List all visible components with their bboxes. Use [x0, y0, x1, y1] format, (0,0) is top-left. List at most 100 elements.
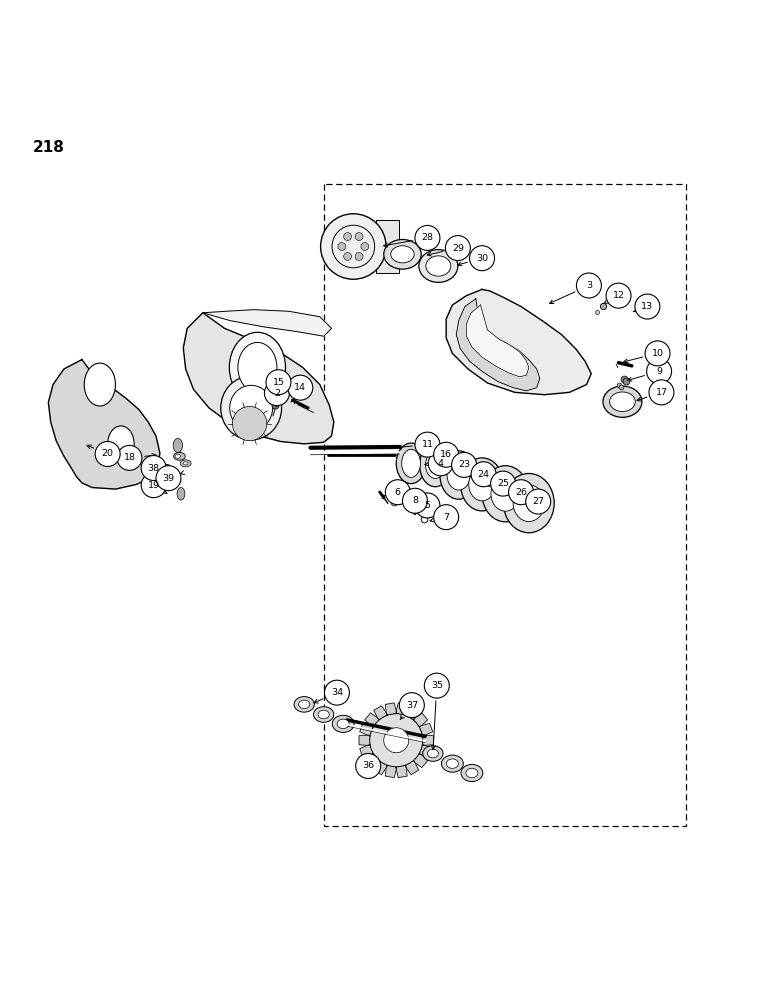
- Text: 25: 25: [497, 479, 509, 488]
- Text: 13: 13: [641, 302, 654, 311]
- Ellipse shape: [229, 385, 273, 431]
- Circle shape: [491, 471, 516, 496]
- Circle shape: [264, 381, 289, 406]
- Circle shape: [324, 680, 349, 705]
- Circle shape: [156, 466, 181, 491]
- Text: 39: 39: [162, 474, 175, 483]
- Circle shape: [470, 246, 495, 271]
- Polygon shape: [203, 310, 332, 336]
- Circle shape: [141, 473, 166, 498]
- Text: 7: 7: [443, 513, 449, 522]
- Text: 28: 28: [421, 233, 434, 242]
- Ellipse shape: [294, 697, 314, 712]
- Text: 14: 14: [294, 383, 307, 392]
- Ellipse shape: [332, 715, 354, 732]
- Ellipse shape: [384, 239, 421, 269]
- Ellipse shape: [469, 468, 495, 501]
- Circle shape: [232, 406, 267, 441]
- Circle shape: [424, 673, 449, 698]
- Circle shape: [434, 442, 459, 467]
- Circle shape: [645, 341, 670, 366]
- Circle shape: [471, 462, 496, 487]
- Polygon shape: [359, 735, 370, 746]
- Ellipse shape: [423, 746, 443, 761]
- Polygon shape: [365, 753, 380, 768]
- Circle shape: [526, 489, 551, 514]
- Text: 12: 12: [612, 291, 625, 300]
- Polygon shape: [374, 760, 388, 775]
- Text: 15: 15: [272, 378, 285, 387]
- Ellipse shape: [419, 250, 458, 282]
- Polygon shape: [365, 713, 380, 728]
- Circle shape: [428, 451, 453, 476]
- Text: 26: 26: [515, 488, 527, 497]
- Circle shape: [356, 754, 381, 778]
- Ellipse shape: [466, 768, 478, 778]
- Ellipse shape: [221, 376, 282, 440]
- Polygon shape: [413, 753, 427, 768]
- Ellipse shape: [314, 707, 334, 722]
- Polygon shape: [385, 765, 397, 778]
- Circle shape: [606, 283, 631, 308]
- Circle shape: [509, 480, 534, 505]
- Ellipse shape: [396, 443, 426, 484]
- Circle shape: [647, 359, 672, 384]
- Polygon shape: [419, 723, 433, 736]
- Text: 19: 19: [147, 481, 160, 490]
- Text: 29: 29: [452, 244, 464, 253]
- Text: 3: 3: [586, 281, 592, 290]
- Polygon shape: [395, 703, 407, 716]
- Circle shape: [95, 442, 120, 466]
- Ellipse shape: [238, 342, 277, 392]
- Text: 23: 23: [458, 460, 470, 469]
- Text: 27: 27: [532, 497, 544, 506]
- Ellipse shape: [426, 451, 445, 478]
- Polygon shape: [413, 713, 427, 728]
- Ellipse shape: [84, 363, 115, 406]
- Polygon shape: [183, 313, 334, 444]
- Polygon shape: [48, 360, 160, 489]
- Ellipse shape: [183, 462, 188, 465]
- Polygon shape: [405, 706, 419, 720]
- Circle shape: [385, 480, 410, 505]
- Circle shape: [434, 505, 459, 530]
- Circle shape: [370, 714, 423, 767]
- Circle shape: [361, 243, 369, 250]
- Ellipse shape: [610, 392, 636, 411]
- Circle shape: [576, 273, 601, 298]
- Ellipse shape: [447, 460, 470, 490]
- Ellipse shape: [513, 485, 544, 521]
- Text: 18: 18: [123, 453, 136, 462]
- Text: 4: 4: [438, 459, 444, 468]
- Circle shape: [649, 380, 674, 405]
- Circle shape: [384, 728, 409, 753]
- Ellipse shape: [175, 454, 180, 458]
- Ellipse shape: [299, 700, 310, 709]
- Text: 34: 34: [331, 688, 343, 697]
- Text: 218: 218: [33, 140, 65, 155]
- Ellipse shape: [318, 710, 329, 719]
- Ellipse shape: [391, 246, 414, 263]
- Text: 9: 9: [656, 367, 662, 376]
- Ellipse shape: [108, 426, 134, 462]
- Polygon shape: [446, 289, 591, 395]
- Polygon shape: [466, 305, 529, 377]
- Text: 24: 24: [477, 470, 490, 479]
- Circle shape: [141, 456, 166, 481]
- Ellipse shape: [180, 460, 191, 467]
- Ellipse shape: [446, 759, 459, 768]
- Circle shape: [452, 452, 477, 477]
- Circle shape: [344, 252, 352, 260]
- Text: 2: 2: [274, 389, 280, 398]
- Polygon shape: [360, 744, 374, 757]
- Text: 5: 5: [424, 501, 431, 510]
- Circle shape: [321, 214, 386, 279]
- Ellipse shape: [229, 332, 285, 403]
- Ellipse shape: [491, 476, 520, 511]
- Text: 20: 20: [101, 449, 114, 458]
- Ellipse shape: [603, 386, 642, 417]
- Polygon shape: [360, 723, 374, 736]
- Ellipse shape: [504, 473, 554, 533]
- Ellipse shape: [173, 438, 183, 452]
- Polygon shape: [385, 703, 397, 716]
